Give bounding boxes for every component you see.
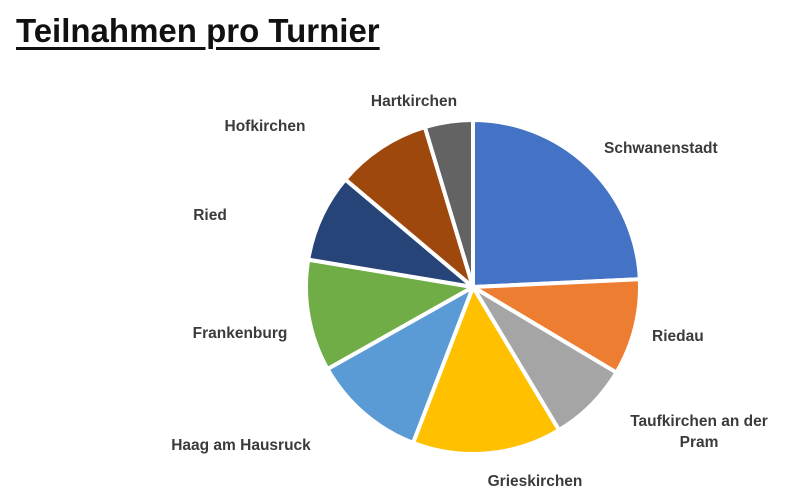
pie-slice-frankenburg (304, 257, 475, 371)
pie-label-taufkirchen-an-der-pram: Taufkirchen an der Pram (630, 413, 768, 451)
pie-slices (304, 118, 642, 457)
pie-slice-riedau (471, 277, 642, 375)
pie-label-ried: Ried (193, 207, 227, 224)
pie-labels: Schwanenstadt Riedau Taufkirchen an der Pra… (171, 93, 768, 490)
chart-title: Teilnahmen pro Turnier (16, 12, 380, 49)
pie-slice-grieskirchen (411, 285, 562, 457)
pie-label-haag-am-hausruck: Haag am Hausruck (171, 437, 311, 454)
pie-label-hartkirchen: Hartkirchen (371, 93, 457, 110)
pie-label-grieskirchen: Grieskirchen (488, 473, 583, 490)
pie-label-riedau: Riedau (652, 328, 704, 345)
pie-label-hofkirchen: Hofkirchen (225, 118, 306, 135)
pie-label-schwanenstadt: Schwanenstadt (604, 140, 718, 157)
pie-slice-haag-am-hausruck (325, 285, 475, 445)
pie-slice-schwanenstadt (471, 118, 642, 289)
pie-label-frankenburg: Frankenburg (193, 325, 288, 342)
pie-slice-hartkirchen (422, 118, 475, 289)
